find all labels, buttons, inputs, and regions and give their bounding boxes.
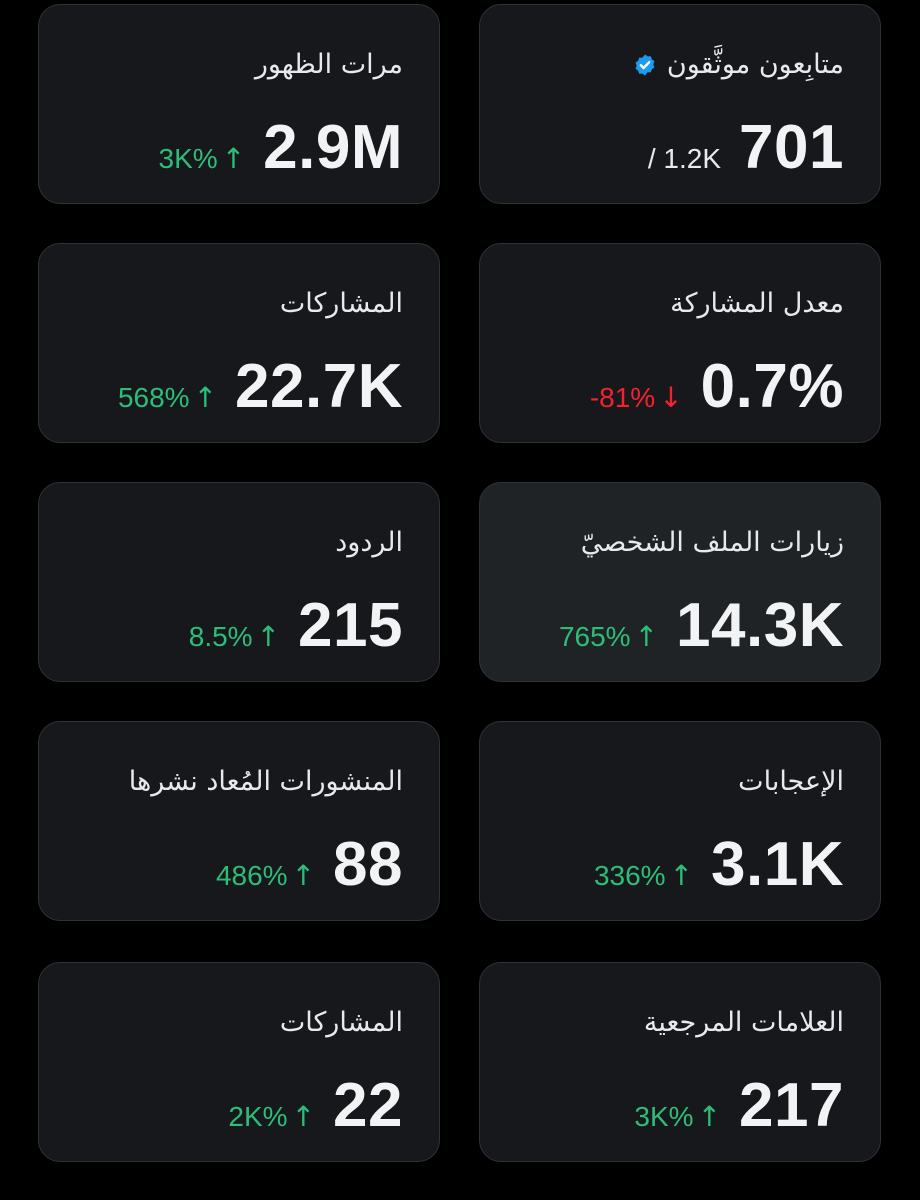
metric-card-engagement-rate[interactable]: معدل المشاركة 0.7% -81% ↓ bbox=[479, 243, 881, 443]
metric-change: 486% ↑ bbox=[216, 856, 315, 896]
change-percent: 2K% bbox=[228, 1101, 288, 1132]
metric-card-impressions[interactable]: مرات الظهور 2.9M 3K% ↑ bbox=[38, 4, 440, 204]
metric-title-row: الردود bbox=[63, 523, 403, 563]
metric-title-row: المشاركات bbox=[63, 1003, 403, 1043]
arrow-up-icon: ↑ bbox=[291, 859, 316, 892]
arrow-up-icon: ↑ bbox=[697, 1100, 722, 1133]
metric-value: 14.3K bbox=[676, 591, 844, 660]
arrow-up-icon: ↑ bbox=[669, 859, 694, 892]
metric-value-row: 3.1K 336% ↑ bbox=[594, 825, 844, 905]
arrow-down-icon: ↓ bbox=[659, 381, 683, 414]
metric-title-row: المشاركات bbox=[63, 284, 403, 324]
metric-title-row: مرات الظهور bbox=[63, 45, 403, 85]
change-percent: 336% bbox=[593, 860, 666, 891]
metric-title-row: معدل المشاركة bbox=[504, 284, 844, 324]
metric-value: 22 bbox=[333, 1071, 403, 1140]
metric-title-row: زيارات الملف الشخصيّ bbox=[504, 523, 844, 563]
metric-change: 568% ↑ bbox=[118, 378, 217, 418]
change-percent: 8.5% bbox=[188, 621, 253, 652]
metric-title: الردود bbox=[335, 527, 403, 558]
metric-change: -81% ↓ bbox=[590, 378, 683, 418]
metric-value-row: 22 2K% ↑ bbox=[228, 1066, 403, 1146]
metric-title: المشاركات bbox=[279, 1007, 403, 1038]
verified-badge-icon bbox=[635, 54, 655, 76]
metric-card-engagements[interactable]: المشاركات 22.7K 568% ↑ bbox=[38, 243, 440, 443]
metric-card-likes[interactable]: الإعجابات 3.1K 336% ↑ bbox=[479, 721, 881, 921]
arrow-up-icon: ↑ bbox=[193, 381, 218, 414]
metric-value: 3.1K bbox=[711, 830, 844, 899]
metric-title: زيارات الملف الشخصيّ bbox=[580, 527, 844, 558]
change-percent: 568% bbox=[117, 382, 190, 413]
metric-value: 22.7K bbox=[235, 352, 403, 421]
metric-title: متابِعون موثَّقون bbox=[666, 49, 844, 80]
arrow-up-icon: ↑ bbox=[221, 142, 246, 175]
metric-value-row: 2.9M 3K% ↑ bbox=[159, 108, 403, 188]
metric-change: 336% ↑ bbox=[594, 856, 693, 896]
metric-value-row: 0.7% -81% ↓ bbox=[590, 347, 844, 427]
metric-title-row: متابِعون موثَّقون bbox=[504, 45, 844, 85]
metric-card-shares[interactable]: المشاركات 22 2K% ↑ bbox=[38, 962, 440, 1162]
metric-title: المنشورات المُعاد نشرها bbox=[128, 766, 403, 797]
metric-change: 3K% ↑ bbox=[159, 139, 246, 179]
arrow-up-icon: ↑ bbox=[634, 620, 659, 653]
metric-value: 2.9M bbox=[263, 113, 403, 182]
metric-value: 215 bbox=[298, 591, 403, 660]
change-percent: 486% bbox=[215, 860, 288, 891]
metric-value-row: 701 / 1.2K bbox=[648, 108, 844, 188]
metric-value-row: 14.3K 765% ↑ bbox=[559, 586, 844, 666]
arrow-up-icon: ↑ bbox=[256, 620, 281, 653]
metric-card-replies[interactable]: الردود 215 8.5% ↑ bbox=[38, 482, 440, 682]
metric-title-row: العلامات المرجعية bbox=[504, 1003, 844, 1043]
metric-value-row: 215 8.5% ↑ bbox=[189, 586, 403, 666]
change-percent: 3K% bbox=[634, 1101, 694, 1132]
change-percent: 765% bbox=[558, 621, 631, 652]
change-percent: -81% bbox=[589, 382, 656, 413]
metric-value-row: 88 486% ↑ bbox=[216, 825, 403, 905]
metric-title: العلامات المرجعية bbox=[643, 1007, 844, 1038]
metric-value: 701 bbox=[739, 113, 844, 182]
metric-change: 3K% ↑ bbox=[634, 1097, 721, 1137]
metric-title: معدل المشاركة bbox=[670, 288, 844, 319]
metric-value: 0.7% bbox=[700, 352, 844, 421]
metric-total: / 1.2K bbox=[647, 143, 722, 174]
arrow-up-icon: ↑ bbox=[291, 1100, 316, 1133]
metric-change: 8.5% ↑ bbox=[189, 617, 280, 657]
metric-title-row: الإعجابات bbox=[504, 762, 844, 802]
change-percent: 3K% bbox=[158, 143, 218, 174]
metric-card-reposts[interactable]: المنشورات المُعاد نشرها 88 486% ↑ bbox=[38, 721, 440, 921]
metric-title: المشاركات bbox=[279, 288, 403, 319]
metric-card-bookmarks[interactable]: العلامات المرجعية 217 3K% ↑ bbox=[479, 962, 881, 1162]
metric-title: الإعجابات bbox=[738, 766, 844, 797]
metric-change: 2K% ↑ bbox=[228, 1097, 315, 1137]
metric-title-row: المنشورات المُعاد نشرها bbox=[63, 762, 403, 802]
metric-value: 88 bbox=[333, 830, 403, 899]
metric-card-verified-followers[interactable]: متابِعون موثَّقون 701 / 1.2K bbox=[479, 4, 881, 204]
metric-card-profile-visits[interactable]: زيارات الملف الشخصيّ 14.3K 765% ↑ bbox=[479, 482, 881, 682]
metric-value-row: 22.7K 568% ↑ bbox=[118, 347, 403, 427]
metric-title: مرات الظهور bbox=[254, 49, 403, 80]
metric-value-row: 217 3K% ↑ bbox=[634, 1066, 844, 1146]
metric-change: 765% ↑ bbox=[559, 617, 658, 657]
metric-value: 217 bbox=[739, 1071, 844, 1140]
